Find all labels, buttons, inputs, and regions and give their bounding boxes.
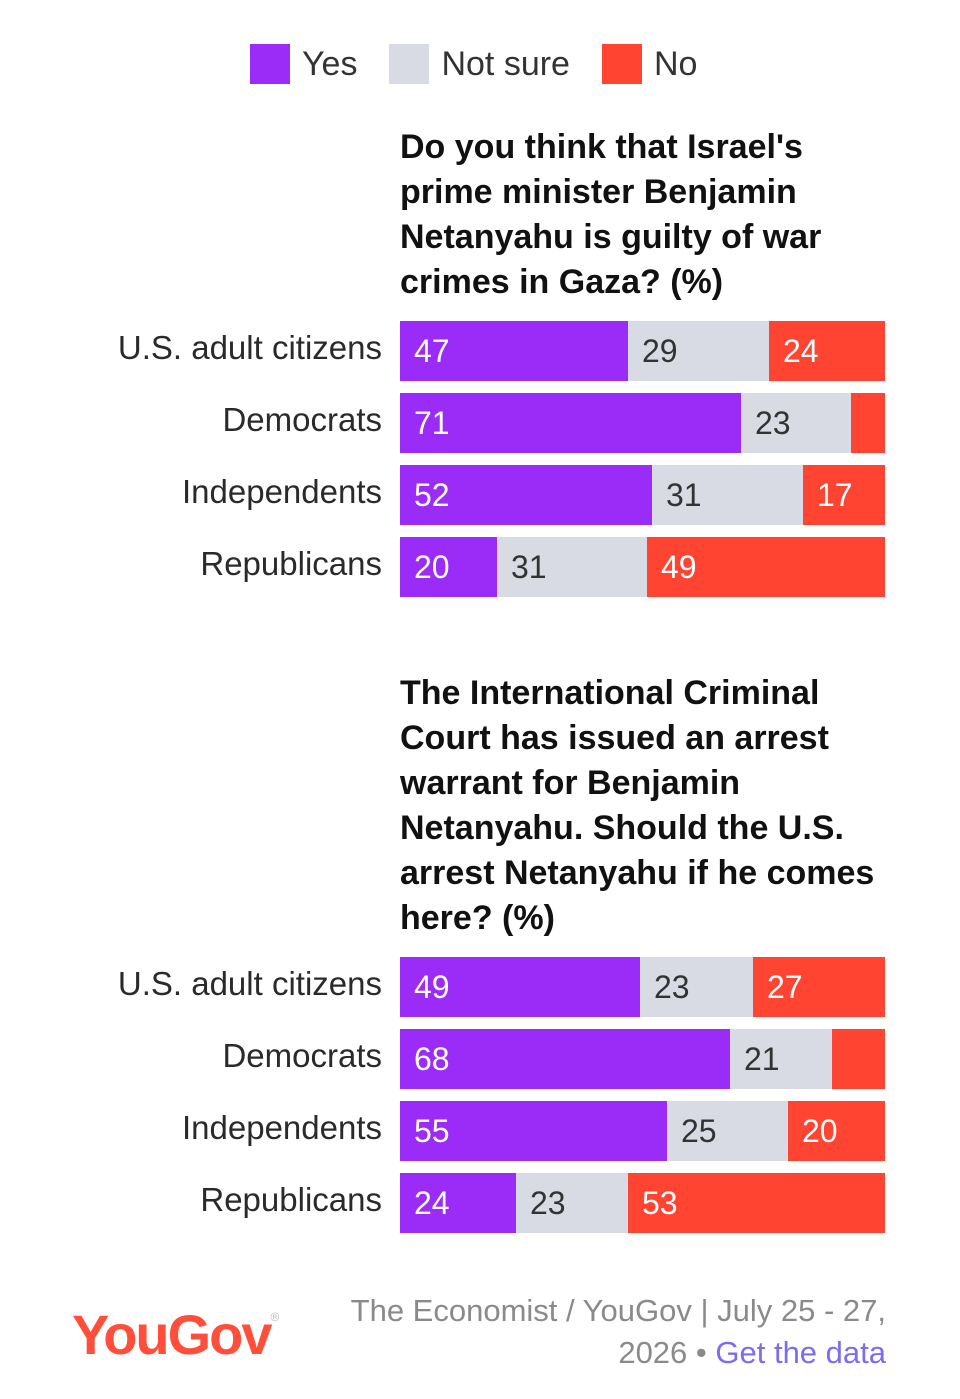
- bar-segment-not-sure: [497, 537, 647, 597]
- data-label: 55: [414, 1113, 450, 1149]
- source-text: The Economist / YouGov | July 25 - 27, 2…: [350, 1293, 886, 1370]
- data-label: 24: [414, 1185, 450, 1221]
- bar-segment-no: [832, 1029, 885, 1089]
- get-the-data-link[interactable]: Get the data: [715, 1335, 886, 1370]
- bar-segment-yes: [400, 957, 640, 1017]
- legend-swatch-not-sure: [389, 44, 430, 84]
- data-label: 20: [414, 549, 450, 585]
- row-label: Democrats: [222, 401, 382, 438]
- bar-segment-yes: [400, 1101, 667, 1161]
- data-label: 23: [530, 1185, 566, 1221]
- bar-segment-yes: [400, 393, 741, 453]
- bar-segment-no: [851, 393, 885, 453]
- chart-title: The International Criminal Court has iss…: [400, 674, 875, 937]
- row-label: U.S. adult citizens: [117, 329, 382, 366]
- data-label: 31: [666, 477, 702, 513]
- data-label: 52: [414, 477, 450, 513]
- data-label: 53: [642, 1185, 678, 1221]
- bar-segment-yes: [400, 1173, 516, 1233]
- bar-segment-not-sure: [652, 465, 803, 525]
- chart-title: Do you think that Israel's prime ministe…: [400, 128, 822, 301]
- legend-label-yes: Yes: [302, 44, 358, 83]
- data-label: 23: [654, 969, 690, 1005]
- row-label: Republicans: [200, 1181, 382, 1218]
- row-label: Independents: [181, 473, 382, 510]
- data-label: 24: [783, 333, 819, 369]
- row-label: Democrats: [222, 1037, 382, 1074]
- legend-swatch-no: [601, 44, 642, 84]
- logo-text: YouGov: [72, 1303, 273, 1366]
- data-label: 23: [755, 405, 791, 441]
- data-label: 68: [414, 1041, 450, 1077]
- bar-segment-not-sure: [667, 1101, 788, 1161]
- bar-segment-no: [769, 321, 885, 381]
- legend-label-not-sure: Not sure: [441, 44, 570, 83]
- row-label: U.S. adult citizens: [117, 965, 382, 1002]
- data-label: 49: [661, 549, 697, 585]
- bar-segment-not-sure: [741, 393, 851, 453]
- legend-item-no: No: [601, 44, 698, 84]
- legend-swatch-yes: [250, 44, 290, 84]
- data-label: 31: [511, 549, 547, 585]
- bar-segment-no: [803, 465, 885, 525]
- bar-segment-no: [753, 957, 885, 1017]
- data-label: 25: [681, 1113, 717, 1149]
- bar-segment-yes: [400, 465, 652, 525]
- bar-segment-not-sure: [628, 321, 769, 381]
- bar-segment-no: [788, 1101, 885, 1161]
- bar-segment-no: [628, 1173, 885, 1233]
- legend-label-no: No: [653, 44, 698, 83]
- bar-segment-not-sure: [640, 957, 753, 1017]
- data-label: 49: [414, 969, 450, 1005]
- legend-item-yes: Yes: [250, 44, 357, 84]
- bar-segment-yes: [400, 1029, 730, 1089]
- data-label: 27: [767, 969, 803, 1005]
- legend: Yes Not sure No: [250, 44, 729, 84]
- row-label: Republicans: [200, 545, 382, 582]
- yougov-logo: YouGov®: [72, 1302, 280, 1367]
- legend-item-not-sure: Not sure: [389, 44, 570, 84]
- data-label: 29: [642, 333, 678, 369]
- bar-segment-not-sure: [730, 1029, 832, 1089]
- bar-segment-yes: [400, 537, 497, 597]
- row-label: Independents: [181, 1109, 382, 1146]
- data-label: 47: [414, 333, 450, 369]
- bar-segment-not-sure: [516, 1173, 628, 1233]
- data-label: 20: [802, 1113, 838, 1149]
- registered-mark-icon: ®: [270, 1310, 280, 1324]
- data-label: 71: [414, 405, 450, 441]
- source-note: The Economist / YouGov | July 25 - 27, 2…: [286, 1290, 886, 1374]
- bar-segment-no: [647, 537, 885, 597]
- data-label: 17: [817, 477, 853, 513]
- bar-segment-yes: [400, 321, 628, 381]
- data-label: 21: [744, 1041, 780, 1077]
